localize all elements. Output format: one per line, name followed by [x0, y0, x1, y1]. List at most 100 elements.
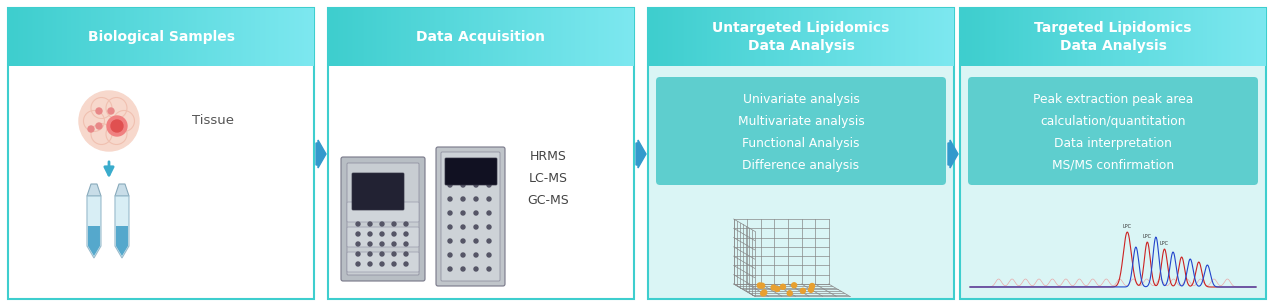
Circle shape [379, 252, 385, 256]
Circle shape [392, 252, 396, 256]
Text: Biological Samples: Biological Samples [88, 30, 235, 44]
Circle shape [475, 239, 478, 243]
Circle shape [96, 108, 102, 114]
Circle shape [808, 287, 813, 292]
Circle shape [368, 222, 372, 226]
Circle shape [448, 253, 452, 257]
Circle shape [392, 262, 396, 266]
FancyBboxPatch shape [346, 163, 419, 275]
Polygon shape [115, 184, 129, 196]
Circle shape [368, 252, 372, 256]
Circle shape [392, 232, 396, 236]
FancyBboxPatch shape [445, 158, 497, 185]
Circle shape [774, 286, 779, 292]
Text: HRMS: HRMS [530, 150, 567, 162]
Circle shape [461, 169, 464, 173]
Circle shape [357, 232, 360, 236]
Circle shape [761, 290, 766, 295]
Circle shape [475, 183, 478, 187]
FancyBboxPatch shape [346, 202, 419, 222]
FancyBboxPatch shape [648, 8, 954, 299]
Circle shape [404, 252, 409, 256]
Circle shape [475, 267, 478, 271]
Circle shape [357, 222, 360, 226]
Polygon shape [88, 226, 100, 256]
Circle shape [404, 262, 409, 266]
Text: LPC: LPC [1123, 224, 1132, 229]
Circle shape [379, 232, 385, 236]
Circle shape [780, 284, 786, 289]
Circle shape [448, 239, 452, 243]
Circle shape [475, 169, 478, 173]
Polygon shape [88, 196, 102, 258]
Text: LPC: LPC [1143, 234, 1152, 239]
Circle shape [461, 239, 464, 243]
FancyBboxPatch shape [442, 152, 500, 281]
FancyBboxPatch shape [968, 77, 1258, 185]
Text: calculation/quantitation: calculation/quantitation [1041, 115, 1185, 127]
FancyBboxPatch shape [8, 8, 313, 299]
Circle shape [475, 211, 478, 215]
Circle shape [448, 183, 452, 187]
Polygon shape [115, 196, 129, 258]
Circle shape [461, 183, 464, 187]
Circle shape [107, 116, 127, 136]
Circle shape [461, 211, 464, 215]
FancyBboxPatch shape [352, 173, 404, 210]
Text: Data Acquisition: Data Acquisition [416, 30, 546, 44]
Circle shape [487, 253, 491, 257]
Text: Targeted Lipidomics
Data Analysis: Targeted Lipidomics Data Analysis [1034, 21, 1192, 53]
Text: Multivariate analysis: Multivariate analysis [737, 115, 864, 127]
Text: Univariate analysis: Univariate analysis [742, 92, 859, 106]
Circle shape [760, 283, 765, 288]
Circle shape [487, 225, 491, 229]
Circle shape [368, 262, 372, 266]
Circle shape [801, 288, 806, 293]
Circle shape [379, 222, 385, 226]
Circle shape [461, 225, 464, 229]
Circle shape [448, 225, 452, 229]
Circle shape [461, 267, 464, 271]
Text: Difference analysis: Difference analysis [742, 158, 859, 172]
Circle shape [392, 222, 396, 226]
FancyBboxPatch shape [656, 77, 945, 185]
Circle shape [787, 291, 792, 296]
Circle shape [110, 120, 123, 132]
FancyBboxPatch shape [437, 147, 505, 286]
Text: Untargeted Lipidomics
Data Analysis: Untargeted Lipidomics Data Analysis [712, 21, 890, 53]
Circle shape [487, 211, 491, 215]
Circle shape [357, 242, 360, 246]
Circle shape [368, 232, 372, 236]
Circle shape [368, 242, 372, 246]
Circle shape [448, 169, 452, 173]
Text: MS/MS confirmation: MS/MS confirmation [1052, 158, 1174, 172]
Circle shape [448, 197, 452, 201]
FancyBboxPatch shape [346, 227, 419, 247]
FancyArrow shape [316, 140, 326, 168]
Circle shape [392, 242, 396, 246]
FancyBboxPatch shape [346, 252, 419, 272]
Circle shape [357, 252, 360, 256]
Text: GC-MS: GC-MS [528, 193, 570, 207]
Circle shape [475, 197, 478, 201]
FancyArrow shape [948, 140, 958, 168]
Circle shape [475, 253, 478, 257]
Circle shape [404, 222, 409, 226]
Circle shape [379, 242, 385, 246]
Circle shape [487, 239, 491, 243]
Circle shape [487, 267, 491, 271]
Text: LPC: LPC [1160, 241, 1169, 246]
Circle shape [379, 262, 385, 266]
Circle shape [96, 123, 102, 129]
Circle shape [461, 197, 464, 201]
Circle shape [404, 242, 409, 246]
FancyArrow shape [636, 140, 646, 168]
Circle shape [487, 183, 491, 187]
Circle shape [487, 197, 491, 201]
Circle shape [760, 291, 765, 296]
Text: Peak extraction peak area: Peak extraction peak area [1033, 92, 1193, 106]
Circle shape [810, 283, 815, 289]
FancyBboxPatch shape [327, 8, 634, 299]
Text: Data interpretation: Data interpretation [1055, 137, 1173, 150]
FancyBboxPatch shape [341, 157, 425, 281]
